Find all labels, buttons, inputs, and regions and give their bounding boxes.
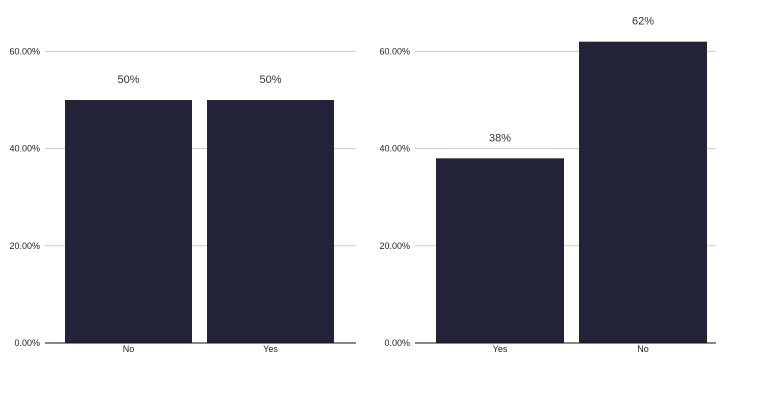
bar-yes (436, 158, 564, 343)
y-tick-label: 20.00% (9, 241, 40, 251)
bar-no (65, 100, 192, 343)
data-label: 50% (259, 74, 281, 86)
y-tick-label: 60.00% (9, 46, 40, 56)
y-tick-label: 0.00% (14, 338, 40, 348)
data-label: 50% (117, 74, 139, 86)
bar-no (579, 41, 707, 344)
chart-right: 0.00% 20.00% 40.00% 60.00% 38% Yes 62% No (379, 16, 716, 354)
y-tick-label: 20.00% (379, 241, 410, 251)
bar-yes (207, 100, 334, 343)
chart-left: 0.00% 20.00% 40.00% 60.00% 50% No 50% Yes (9, 46, 356, 354)
y-tick-label: 60.00% (379, 46, 410, 56)
x-category-label: Yes (493, 344, 508, 354)
y-tick-label: 40.00% (379, 144, 410, 154)
y-tick-label: 40.00% (9, 144, 40, 154)
data-label: 38% (489, 132, 511, 144)
x-category-label: No (637, 344, 649, 354)
x-category-label: Yes (263, 344, 278, 354)
y-tick-label: 0.00% (384, 338, 410, 348)
x-category-label: No (123, 344, 135, 354)
data-label: 62% (632, 16, 654, 28)
